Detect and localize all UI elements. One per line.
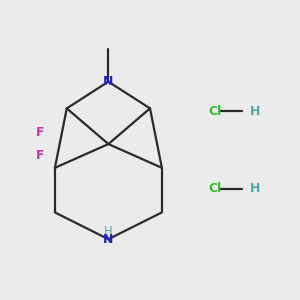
- Text: N: N: [103, 75, 114, 88]
- Text: H: H: [250, 105, 260, 118]
- Text: Cl: Cl: [208, 182, 221, 195]
- Text: H: H: [250, 182, 260, 195]
- Text: Cl: Cl: [208, 105, 221, 118]
- Text: H: H: [104, 225, 113, 238]
- Text: N: N: [103, 233, 114, 246]
- Text: F: F: [36, 149, 44, 162]
- Text: F: F: [36, 126, 44, 139]
